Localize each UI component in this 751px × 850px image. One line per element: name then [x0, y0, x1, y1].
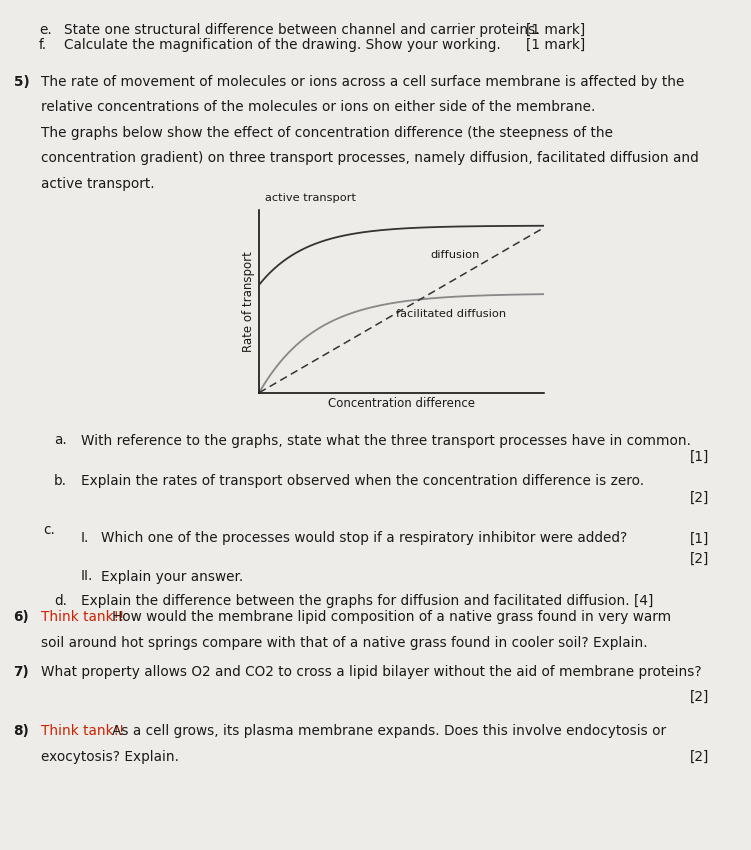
Text: Which one of the processes would stop if a respiratory inhibitor were added?: Which one of the processes would stop if… [101, 531, 628, 546]
Text: active transport.: active transport. [41, 177, 155, 190]
Text: Explain your answer.: Explain your answer. [101, 570, 243, 583]
Text: facilitated diffusion: facilitated diffusion [396, 309, 506, 319]
Text: e.: e. [39, 23, 52, 37]
X-axis label: Concentration difference: Concentration difference [328, 397, 475, 410]
Text: d.: d. [54, 594, 67, 608]
Text: [2]: [2] [690, 750, 710, 763]
Text: 8): 8) [14, 724, 29, 738]
Text: Explain the rates of transport observed when the concentration difference is zer: Explain the rates of transport observed … [81, 474, 644, 488]
Text: [1 mark]: [1 mark] [526, 38, 585, 52]
Text: 6): 6) [14, 610, 29, 624]
Text: [2]: [2] [690, 690, 710, 704]
Text: 7): 7) [14, 665, 29, 678]
Text: [1]: [1] [690, 531, 710, 546]
Text: [1 mark]: [1 mark] [526, 23, 585, 37]
Text: c.: c. [44, 524, 56, 537]
Text: State one structural difference between channel and carrier proteins.: State one structural difference between … [64, 23, 539, 37]
Text: diffusion: diffusion [430, 250, 480, 260]
Text: Explain the difference between the graphs for diffusion and facilitated diffusio: Explain the difference between the graph… [81, 594, 653, 608]
Text: f.: f. [39, 38, 47, 52]
Text: How would the membrane lipid composition of a native grass found in very warm: How would the membrane lipid composition… [112, 610, 671, 624]
Text: The rate of movement of molecules or ions across a cell surface membrane is affe: The rate of movement of molecules or ion… [41, 75, 685, 88]
Text: 5): 5) [14, 75, 29, 88]
Text: [2]: [2] [690, 552, 710, 566]
Text: soil around hot springs compare with that of a native grass found in cooler soil: soil around hot springs compare with tha… [41, 636, 648, 649]
Text: I.: I. [81, 531, 89, 546]
Text: [2]: [2] [690, 490, 710, 505]
Text: concentration gradient) on three transport processes, namely diffusion, facilita: concentration gradient) on three transpo… [41, 151, 699, 165]
Text: [1]: [1] [690, 450, 710, 464]
Text: exocytosis? Explain.: exocytosis? Explain. [41, 750, 179, 763]
Text: relative concentrations of the molecules or ions on either side of the membrane.: relative concentrations of the molecules… [41, 100, 596, 114]
Y-axis label: Rate of transport: Rate of transport [242, 251, 255, 352]
Text: Think tank!!: Think tank!! [41, 610, 125, 624]
Text: active transport: active transport [265, 193, 356, 202]
Text: As a cell grows, its plasma membrane expands. Does this involve endocytosis or: As a cell grows, its plasma membrane exp… [112, 724, 666, 738]
Text: Think tank!!: Think tank!! [41, 724, 125, 738]
Text: Calculate the magnification of the drawing. Show your working.: Calculate the magnification of the drawi… [64, 38, 501, 52]
Text: b.: b. [54, 474, 67, 488]
Text: With reference to the graphs, state what the three transport processes have in c: With reference to the graphs, state what… [81, 434, 691, 447]
Text: The graphs below show the effect of concentration difference (the steepness of t: The graphs below show the effect of conc… [41, 126, 614, 139]
Text: II.: II. [81, 570, 93, 583]
Text: a.: a. [54, 434, 67, 447]
Text: What property allows O2 and CO2 to cross a lipid bilayer without the aid of memb: What property allows O2 and CO2 to cross… [41, 665, 702, 678]
